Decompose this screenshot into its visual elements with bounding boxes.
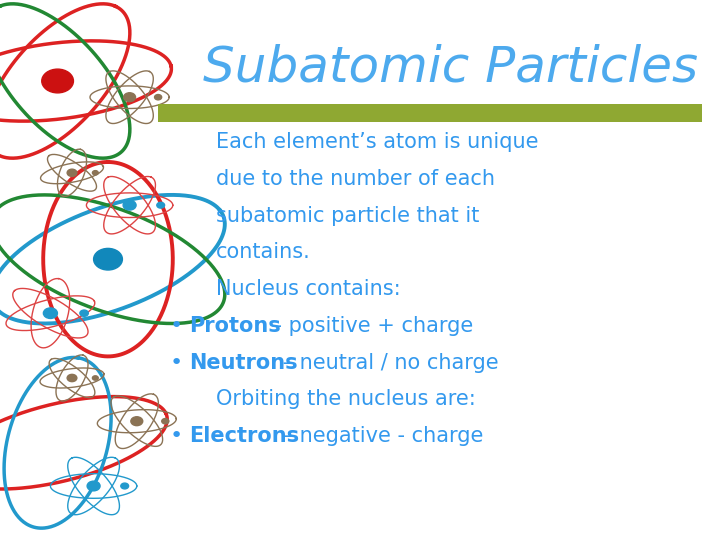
FancyBboxPatch shape bbox=[158, 104, 702, 122]
Text: Each elementʼs atom is unique: Each elementʼs atom is unique bbox=[216, 132, 539, 152]
Text: subatomic particle that it: subatomic particle that it bbox=[216, 206, 480, 226]
Circle shape bbox=[162, 418, 169, 424]
Text: due to the number of each: due to the number of each bbox=[216, 169, 495, 189]
Text: Protons: Protons bbox=[189, 316, 281, 336]
Circle shape bbox=[43, 308, 58, 319]
Circle shape bbox=[94, 248, 122, 270]
Circle shape bbox=[157, 202, 165, 208]
Circle shape bbox=[155, 94, 162, 100]
Circle shape bbox=[87, 481, 100, 491]
Circle shape bbox=[123, 200, 136, 210]
Text: Orbiting the nucleus are:: Orbiting the nucleus are: bbox=[216, 389, 476, 409]
Circle shape bbox=[92, 171, 98, 175]
Text: •: • bbox=[169, 353, 182, 373]
Circle shape bbox=[131, 417, 143, 426]
Circle shape bbox=[42, 69, 73, 93]
Text: Electrons: Electrons bbox=[189, 426, 300, 446]
Text: •: • bbox=[169, 316, 182, 336]
Circle shape bbox=[121, 483, 129, 489]
Circle shape bbox=[67, 374, 77, 382]
Text: – neutral / no charge: – neutral / no charge bbox=[276, 353, 499, 373]
Text: Neutrons: Neutrons bbox=[189, 353, 298, 373]
Text: – positive + charge: – positive + charge bbox=[265, 316, 473, 336]
Text: Nucleus contains:: Nucleus contains: bbox=[216, 279, 400, 299]
Text: •: • bbox=[169, 426, 182, 446]
Circle shape bbox=[67, 169, 77, 177]
Text: Subatomic Particles: Subatomic Particles bbox=[203, 43, 698, 91]
Text: – negative - charge: – negative - charge bbox=[276, 426, 484, 446]
Text: contains.: contains. bbox=[216, 242, 311, 262]
Circle shape bbox=[80, 310, 89, 316]
Circle shape bbox=[124, 93, 135, 102]
Circle shape bbox=[92, 376, 98, 380]
